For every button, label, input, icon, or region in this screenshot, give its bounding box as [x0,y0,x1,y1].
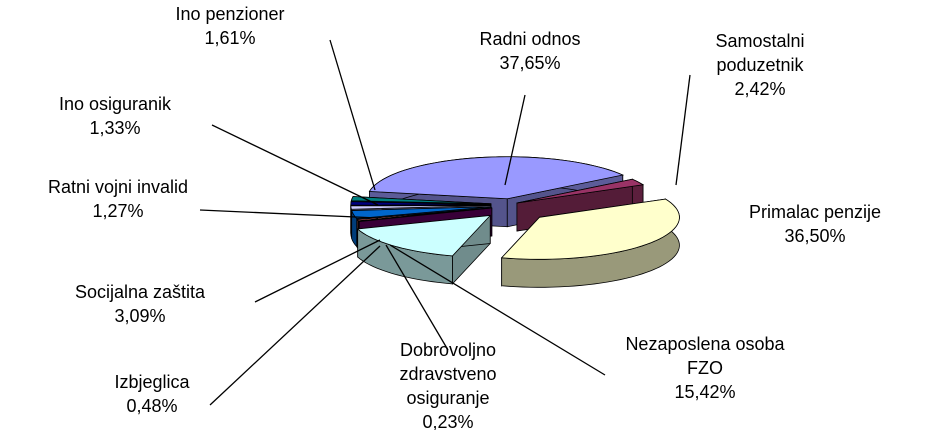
slice-top [368,156,625,200]
leader-line [329,39,376,191]
slice-label: Socijalna zaštita [75,282,206,302]
slice-value-label: 0,48% [126,396,177,416]
slice-top [350,196,491,205]
pie-slice [356,214,492,285]
slice-label: Samostalni poduzetnik [715,31,804,75]
slice-label: Ino penzioner [175,4,284,24]
slice-value-label: 37,65% [499,53,560,73]
slice-top [351,206,492,219]
slice-label: Dobrovoljno zdravstveno osiguranje [399,340,496,408]
leader-line [385,244,449,351]
slice-value-label: 15,42% [674,382,735,402]
slice-label: Radni odnos [479,29,580,49]
slice-value-label: 0,23% [422,412,473,430]
leader-line [209,245,381,406]
slice-label: Ratni vojni invalid [48,177,188,197]
slice-label: Primalac penzije [749,202,881,222]
pie-slice [500,198,680,288]
slice-top [350,201,491,206]
slice-top [500,198,680,260]
slice-label: Nezaposlena osoba FZO [625,334,785,378]
slice-value-label: 1,61% [204,28,255,48]
slice-label: Ino osiguranik [59,94,172,114]
leader-line [389,244,606,376]
slice-value-label: 36,50% [784,226,845,246]
slice-value-label: 1,27% [92,201,143,221]
slice-value-label: 3,09% [114,306,165,326]
slice-top [516,178,645,204]
leader-line [675,74,691,186]
leader-line [254,239,381,303]
slice-label: Izbjeglica [114,372,190,392]
leader-line [211,124,379,206]
slice-value-label: 2,42% [734,79,785,99]
leader-line [199,209,379,219]
slice-value-label: 1,33% [89,118,140,138]
leader-line [504,94,526,186]
slice-top [350,205,491,210]
slice-top [356,214,492,257]
slice-top [357,207,492,223]
